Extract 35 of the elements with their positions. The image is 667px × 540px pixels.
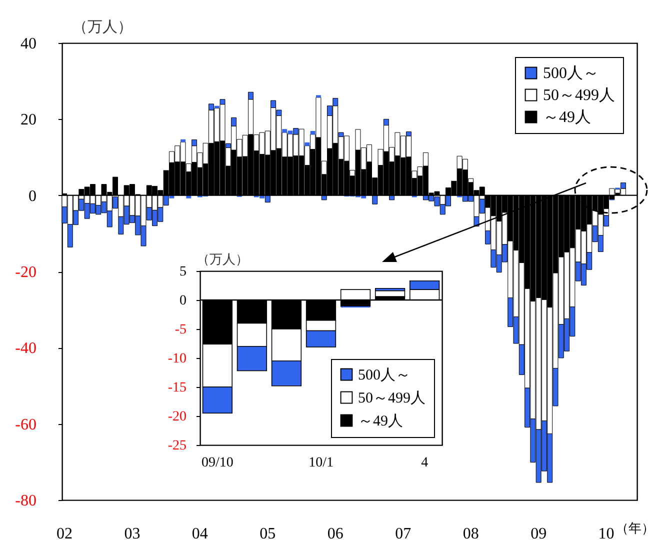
y-tick-label: -20 — [168, 410, 186, 424]
y-tick-label: -60 — [15, 416, 36, 434]
legend-label: 500人～ — [543, 65, 599, 82]
x-tick-label: 04 — [192, 526, 208, 540]
x-tick-label: 08 — [462, 526, 479, 540]
y-tick-label: -25 — [168, 438, 186, 454]
y-tick-label: -20 — [15, 264, 36, 281]
x-tick-label: 06 — [327, 526, 344, 540]
x-tick-label: 09 — [530, 526, 547, 540]
x-axis-title: （年） — [616, 520, 654, 536]
y-tick-label: -15 — [168, 380, 186, 396]
y-axis-title: （万人） — [72, 20, 132, 36]
x-tick-label: 05 — [260, 526, 276, 540]
legend-label: 50～499人 — [543, 87, 615, 104]
legend-label: 50～499人 — [358, 390, 426, 406]
y-tick-label: -40 — [15, 340, 36, 358]
y-tick-label: 20 — [20, 112, 36, 129]
y-tick-label: 5 — [180, 264, 186, 280]
x-tick-label: 10 — [598, 526, 614, 540]
x-tick-label: 03 — [124, 526, 140, 540]
x-tick-label: 10/1 — [308, 456, 334, 470]
x-tick-label: 4 — [421, 456, 428, 470]
x-tick-label: 09/10 — [201, 456, 234, 470]
y-tick-label: 0 — [180, 294, 186, 308]
y-tick-label: 0 — [28, 188, 36, 205]
x-tick-label: 07 — [395, 526, 412, 540]
legend-label: ～49人 — [543, 109, 591, 126]
y-axis-title: （万人） — [196, 252, 248, 266]
x-tick-label: 02 — [56, 526, 72, 540]
y-tick-label: 40 — [20, 36, 36, 52]
legend-label: ～49人 — [358, 414, 403, 430]
y-tick-label: -80 — [15, 492, 36, 510]
y-tick-label: -5 — [174, 322, 186, 338]
legend-label: 500人～ — [358, 368, 410, 384]
y-tick-label: -10 — [168, 352, 186, 366]
